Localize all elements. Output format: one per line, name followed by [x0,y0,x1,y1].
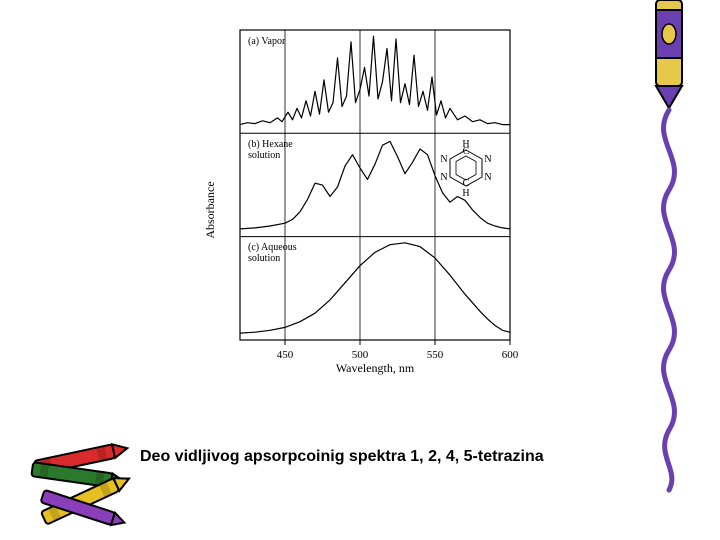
caption-suffix: 1, 2, 4, 5-tetrazina [410,448,543,465]
panel-c-label-line2: solution [248,253,280,264]
crayon-decoration-right [620,0,700,500]
x-axis-label: Wavelength, nm [336,361,415,375]
caption-prefix: Deo vidljivog [140,448,244,465]
svg-text:450: 450 [277,349,294,361]
atom-N-3: N [440,172,447,183]
chart-frame [240,30,510,340]
atom-N-2: N [484,154,491,165]
panel-a-label: (a) Vapor [248,36,286,47]
y-axis-label: Absorbance [203,181,217,238]
spectra-chart: Absorbance (a) Vapor (b) Hexane solution… [200,20,540,380]
svg-text:550: 550 [427,349,444,361]
atom-N-4: N [484,172,491,183]
figure-caption: Deo vidljivog apsorpcoinig spektra 1, 2,… [140,448,544,466]
spectra-svg: Absorbance (a) Vapor (b) Hexane solution… [200,20,540,380]
svg-text:600: 600 [502,349,519,361]
atom-C-bot: C [463,178,470,189]
atom-H-bot: H [462,188,469,199]
crayons-decoration-left [28,420,148,530]
panel-c-label-line1: (c) Aqueous [248,242,297,253]
caption-middle: apsorpcoinig spektra [244,448,410,465]
squiggle-line [664,110,675,490]
svg-text:500: 500 [352,349,369,361]
atom-N-1: N [440,154,447,165]
panel-b-label-line1: (b) Hexane [248,139,293,150]
x-axis-ticks: 450 500 550 600 [277,340,519,361]
atom-C-top: C [463,146,470,157]
panel-b-label-line2: solution [248,150,280,161]
